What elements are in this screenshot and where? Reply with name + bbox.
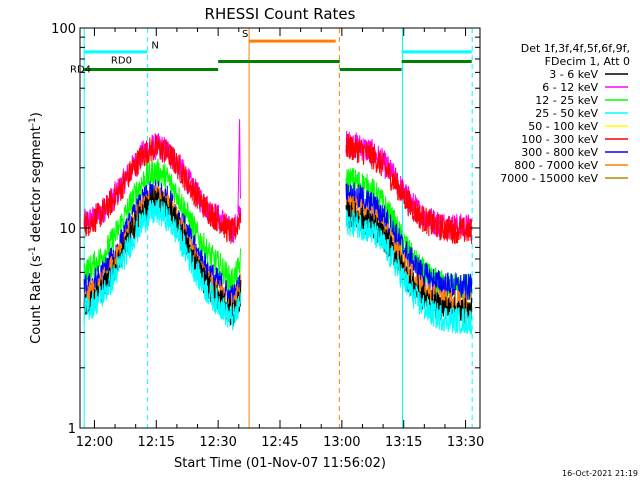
flag-bars: N S RD0 RD4: [70, 29, 472, 75]
chart-title: RHESSI Count Rates: [205, 5, 356, 23]
legend-label: 100 - 300 keV: [521, 133, 598, 146]
legend-label: 6 - 12 keV: [542, 81, 598, 94]
series-lines: [83, 119, 473, 335]
y-tick-label: 10: [59, 222, 76, 237]
legend-label: 3 - 6 keV: [549, 68, 598, 81]
legend-label: 50 - 100 keV: [528, 120, 598, 133]
series-line-2-segment-1: [83, 158, 242, 292]
x-axis-ticks: 12:00 12:15 12:30 12:45 13:00 13:15 13:30: [76, 28, 484, 450]
legend-label: 300 - 800 keV: [521, 146, 598, 159]
x-axis-label: Start Time (01-Nov-07 11:56:02): [174, 456, 386, 471]
flag-label-s: S: [242, 29, 248, 40]
series-line-1-segment-2: [345, 133, 473, 245]
plot-timestamp: 16-Oct-2021 21:19: [562, 469, 638, 478]
legend-header-detectors: Det 1f,3f,4f,5f,6f,9f,: [521, 42, 630, 55]
x-tick-label: 12:00: [76, 435, 113, 450]
flag-label-rd4: RD4: [70, 64, 91, 75]
flag-label-n: N: [151, 40, 158, 51]
legend: Det 1f,3f,4f,5f,6f,9f, FDecim 1, Att 0 3…: [500, 42, 630, 185]
x-tick-label: 12:45: [261, 435, 298, 450]
y-axis-ticks: 1 10 100: [51, 22, 480, 437]
series-line-6-segment-2: [345, 209, 473, 335]
legend-label: 12 - 25 keV: [535, 94, 598, 107]
series-spike: [237, 119, 241, 213]
y-tick-label: 1: [68, 422, 76, 437]
x-tick-label: 13:30: [447, 435, 484, 450]
x-tick-label: 12:15: [138, 435, 175, 450]
legend-label: 800 - 7000 keV: [514, 159, 598, 172]
y-axis-label: Count Rate (s-1 detector segment-1): [28, 112, 44, 344]
flag-label-rd0: RD0: [111, 55, 132, 66]
x-tick-label: 12:30: [199, 435, 236, 450]
series-line-3-segment-2: [345, 182, 473, 300]
series-line-1-segment-1: [83, 133, 242, 244]
x-tick-label: 13:00: [323, 435, 360, 450]
legend-label: 25 - 50 keV: [535, 107, 598, 120]
x-tick-label: 13:15: [385, 435, 422, 450]
series-line-6-segment-1: [83, 198, 242, 330]
legend-label: 7000 - 15000 keV: [500, 172, 598, 185]
y-tick-label: 100: [51, 22, 76, 37]
legend-header-decimation: FDecim 1, Att 0: [545, 55, 630, 68]
